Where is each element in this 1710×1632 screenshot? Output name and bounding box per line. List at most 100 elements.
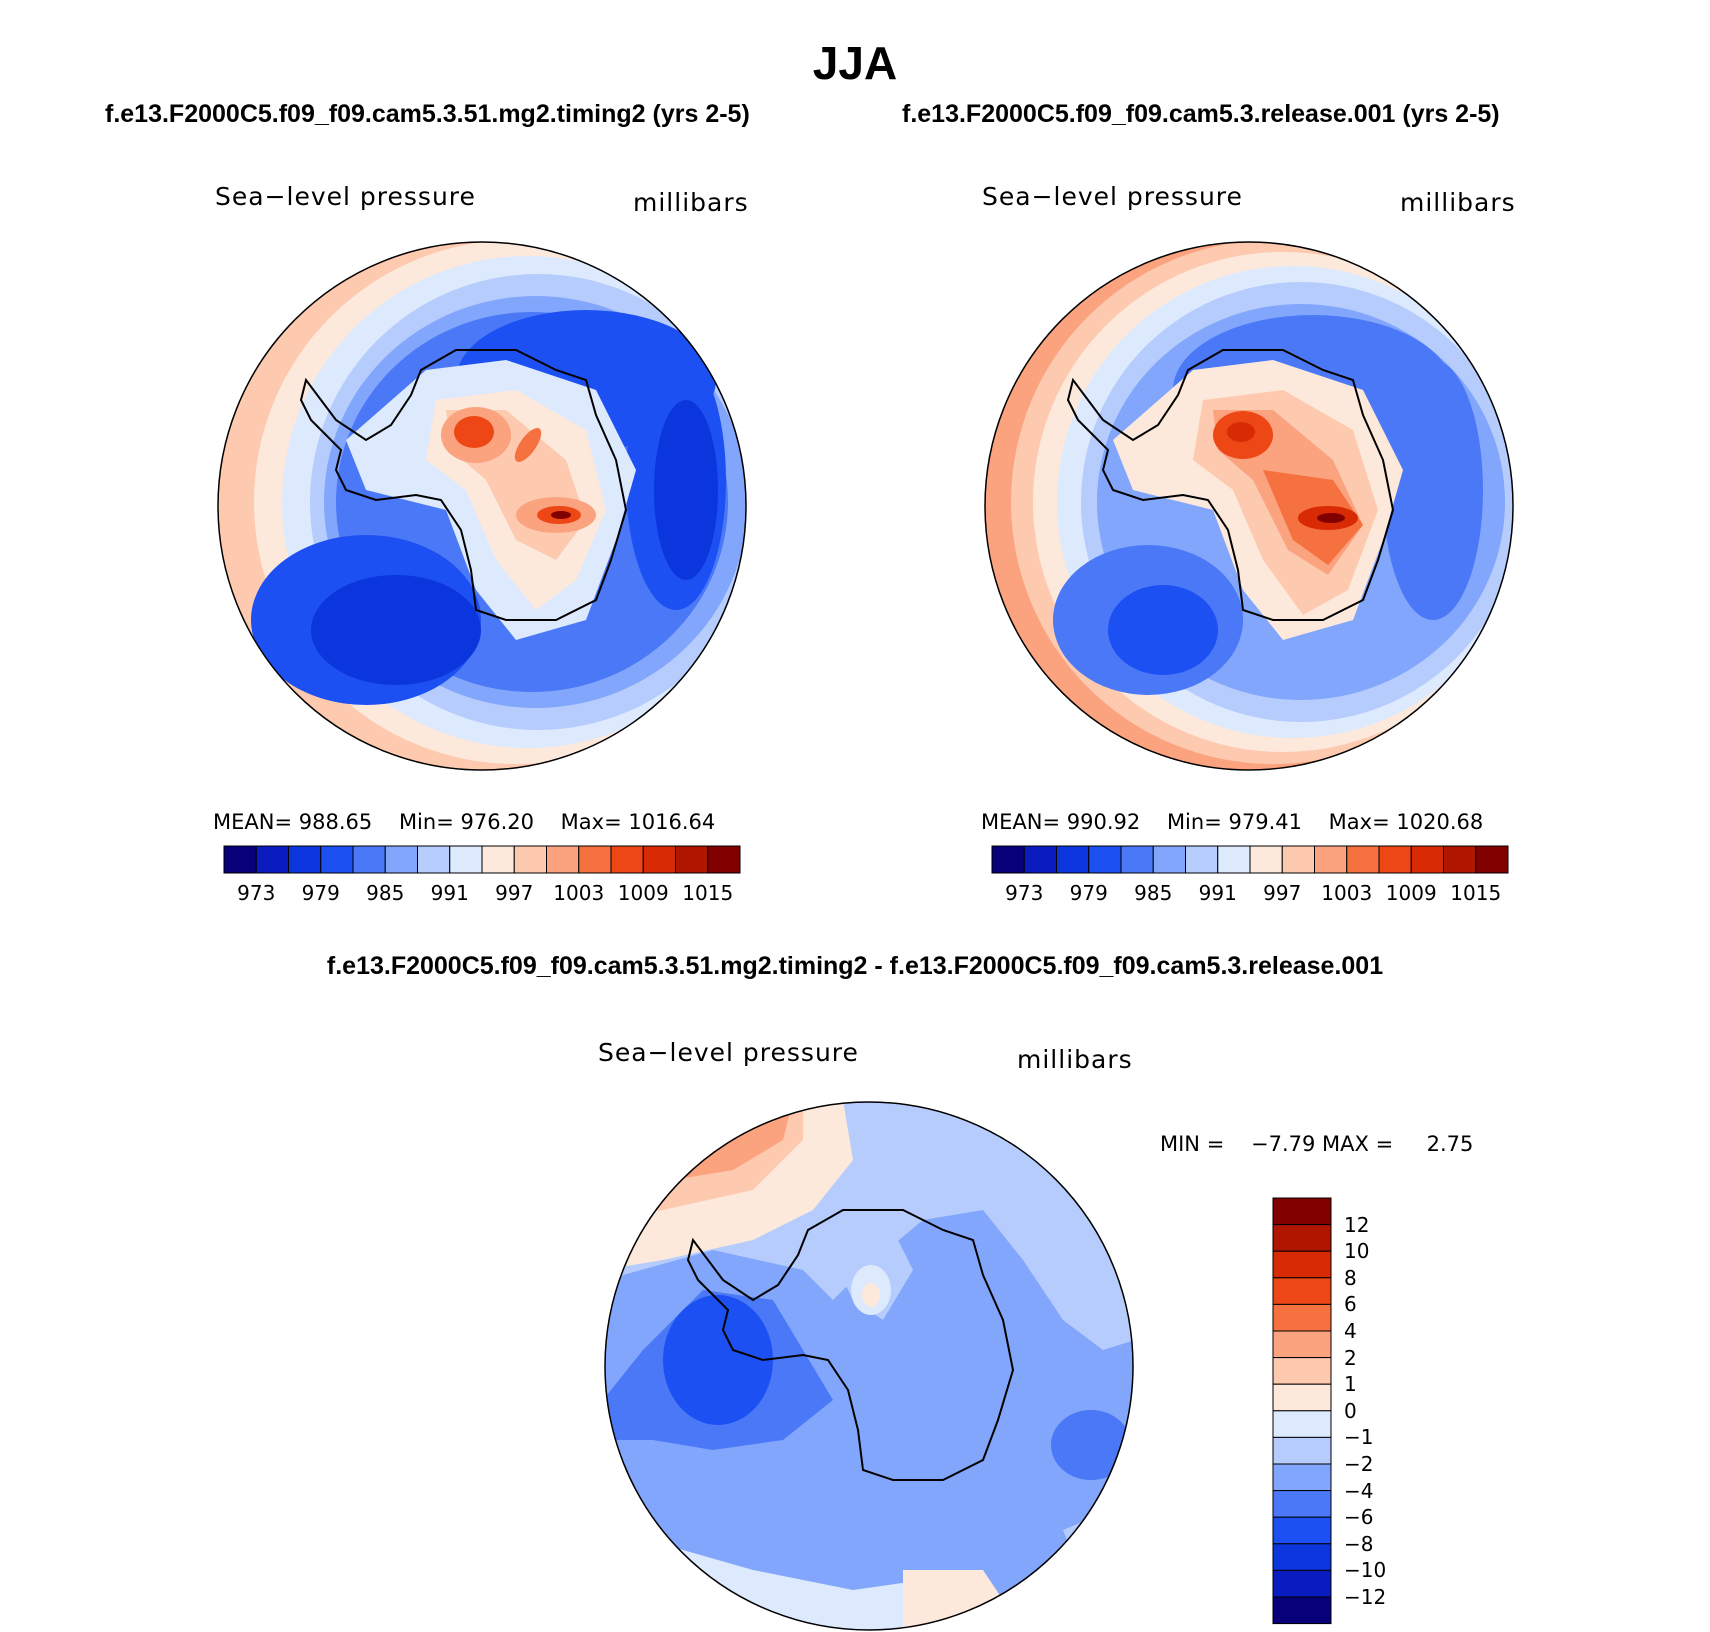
- colorbar-swatch: [1475, 845, 1509, 874]
- diff-variable-label: Sea−level pressure: [598, 1038, 859, 1067]
- colorbar-tick-label: 985: [1134, 881, 1173, 905]
- colorbar-swatch: [578, 845, 612, 874]
- colorbar-tick-label: −12: [1344, 1585, 1387, 1609]
- panel1-mean-value: 988.65: [298, 810, 373, 834]
- colorbar-tick-label: 6: [1344, 1292, 1357, 1317]
- panel2-stats: MEAN= 990.92 Min= 979.41 Max= 1020.68: [981, 810, 1483, 834]
- panel1-stats: MEAN= 988.65 Min= 976.20 Max= 1016.64: [213, 810, 715, 834]
- panel1-mean-label: MEAN=: [213, 810, 293, 834]
- colorbar-swatch: [1272, 1357, 1332, 1385]
- colorbar-swatch: [417, 845, 451, 874]
- colorbar-tick-label: 985: [366, 881, 405, 905]
- panel1-units-label: millibars: [633, 188, 749, 217]
- colorbar-tick-label: −4: [1344, 1478, 1374, 1503]
- case-title-left: f.e13.F2000C5.f09_f09.cam5.3.51.mg2.timi…: [105, 100, 750, 128]
- panel1-min-label: Min=: [398, 810, 454, 834]
- colorbar-swatch: [1410, 845, 1444, 874]
- panel2-max-value: 1020.68: [1396, 810, 1484, 834]
- diff-units-label: millibars: [1017, 1045, 1133, 1074]
- colorbar-swatch: [1272, 1224, 1332, 1252]
- colorbar-swatch: [223, 845, 257, 874]
- colorbar-swatch: [1272, 1596, 1332, 1625]
- colorbar-swatch: [707, 845, 741, 874]
- colorbar-tick-label: 0: [1344, 1398, 1357, 1423]
- colorbar-swatch: [610, 845, 644, 874]
- colorbar-tick-label: 12: [1344, 1212, 1370, 1237]
- panel1-variable-label: Sea−level pressure: [215, 182, 476, 211]
- diff-minmax: MIN = −7.79 MAX = 2.75: [1160, 1132, 1473, 1156]
- panel2-mean-value: 990.92: [1066, 810, 1141, 834]
- panel1-max-label: Max=: [560, 810, 622, 834]
- colorbar-swatch: [1272, 1303, 1332, 1332]
- colorbar-tick-label: 1015: [1450, 881, 1502, 905]
- diff-max-value: 2.75: [1426, 1132, 1474, 1156]
- colorbar-swatch: [1378, 845, 1412, 874]
- panel2-max-label: Max=: [1328, 810, 1390, 834]
- colorbar-swatch: [1272, 1463, 1332, 1492]
- colorbar-swatch: [1120, 845, 1154, 874]
- figure-title: JJA: [812, 37, 898, 89]
- colorbar-swatch: [1272, 1569, 1332, 1598]
- colorbar-swatch: [513, 845, 547, 874]
- colorbar-swatch: [991, 845, 1025, 874]
- colorbar-swatch: [1217, 845, 1251, 874]
- difference-title: f.e13.F2000C5.f09_f09.cam5.3.51.mg2.timi…: [326, 952, 1384, 980]
- diff-min-label: MIN =: [1160, 1132, 1225, 1156]
- diff-max-label: MAX =: [1322, 1132, 1394, 1156]
- colorbar-tick-label: 997: [1263, 881, 1302, 905]
- diff-min-value: −7.79: [1251, 1132, 1316, 1156]
- colorbar-tick-label: 997: [495, 881, 534, 905]
- colorbar-tick-label: 979: [301, 881, 340, 905]
- case-title-right: f.e13.F2000C5.f09_f09.cam5.3.release.001…: [902, 100, 1500, 128]
- colorbar-tick-label: 1009: [1385, 881, 1437, 905]
- panel2-min-value: 979.41: [1228, 810, 1302, 834]
- colorbar-swatch: [384, 845, 418, 874]
- colorbar-swatch: [1272, 1383, 1332, 1412]
- colorbar-swatch: [1056, 845, 1090, 874]
- colorbar-swatch: [1272, 1543, 1332, 1571]
- colorbar-swatch: [449, 845, 483, 874]
- map-right: [984, 241, 1514, 771]
- colorbar-swatch: [1272, 1250, 1332, 1279]
- colorbar-swatch: [1272, 1436, 1332, 1465]
- colorbar-tick-label: 991: [1198, 881, 1237, 905]
- panel1-max-value: 1016.64: [628, 810, 716, 834]
- colorbar-tick-label: 991: [430, 881, 469, 905]
- colorbar-right: [991, 845, 1509, 874]
- colorbar-tick-label: 1: [1344, 1372, 1357, 1397]
- colorbar-tick-label: −6: [1344, 1505, 1374, 1530]
- colorbar-swatch: [642, 845, 676, 874]
- colorbar-swatch: [1281, 845, 1315, 874]
- colorbar-swatch: [1272, 1490, 1332, 1518]
- colorbar-swatch: [1185, 845, 1219, 874]
- colorbar-tick-label: −1: [1344, 1425, 1374, 1450]
- colorbar-swatch: [1249, 845, 1283, 874]
- colorbar-swatch: [1272, 1516, 1332, 1545]
- colorbar-swatch: [1023, 845, 1057, 874]
- panel2-min-label: Min=: [1166, 810, 1222, 834]
- map-left: [217, 241, 747, 771]
- panel1-min-value: 976.20: [460, 810, 534, 834]
- colorbar-swatch: [1443, 845, 1477, 874]
- colorbar-swatch: [288, 845, 322, 874]
- colorbar-tick-label: 1003: [553, 881, 605, 905]
- colorbar-swatch: [1272, 1330, 1332, 1359]
- colorbar-tick-label: 2: [1344, 1345, 1357, 1370]
- colorbar-tick-label: 10: [1344, 1239, 1370, 1264]
- colorbar-swatch: [352, 845, 386, 874]
- panel2-variable-label: Sea−level pressure: [982, 182, 1243, 211]
- colorbar-tick-label: 973: [237, 881, 276, 905]
- colorbar-tick-label: −10: [1344, 1558, 1387, 1583]
- colorbar-swatch: [675, 845, 709, 874]
- colorbar-left: [223, 845, 741, 874]
- colorbar-swatch: [1346, 845, 1380, 874]
- colorbar-swatch: [320, 845, 354, 874]
- colorbar-tick-label: 1009: [617, 881, 669, 905]
- colorbar-swatch: [546, 845, 580, 874]
- panel2-units-label: millibars: [1400, 188, 1516, 217]
- map-difference: [604, 1101, 1134, 1631]
- colorbar-tick-label: 973: [1005, 881, 1044, 905]
- colorbar-tick-label: 8: [1344, 1265, 1357, 1290]
- colorbar-swatch: [255, 845, 289, 874]
- colorbar-swatch: [1272, 1410, 1332, 1438]
